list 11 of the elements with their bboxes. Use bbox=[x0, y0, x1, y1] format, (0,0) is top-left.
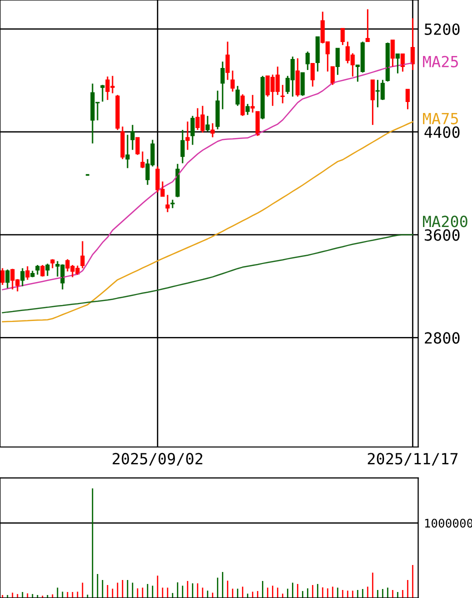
y-tick-label: 2800 bbox=[424, 332, 460, 344]
x-tick-label: 2025/09/02 bbox=[112, 452, 202, 466]
y-tick-label: 4400 bbox=[424, 126, 460, 138]
series-label: MA75 bbox=[423, 112, 458, 124]
line-series bbox=[2, 121, 414, 322]
series-label: MA25 bbox=[423, 56, 458, 68]
y-tick-label: 3600 bbox=[424, 229, 460, 241]
series-label: MA200 bbox=[423, 216, 468, 228]
x-tick-label: 2025/11/17 bbox=[368, 452, 458, 466]
line-series bbox=[2, 234, 414, 314]
y-tick-label: 5200 bbox=[424, 23, 460, 36]
